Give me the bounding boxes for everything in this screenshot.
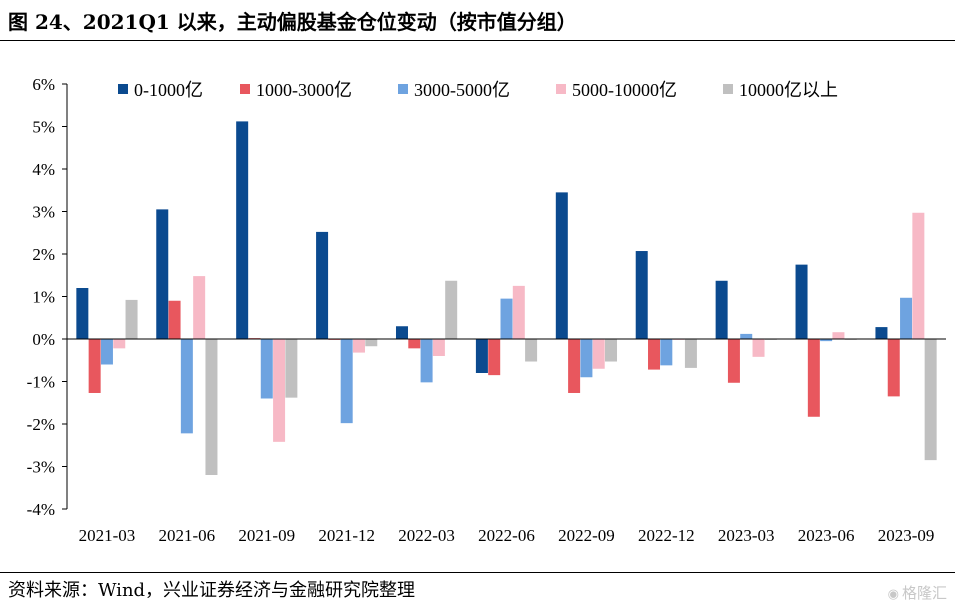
bar bbox=[408, 339, 421, 349]
bar bbox=[352, 339, 365, 353]
legend: 0-1000亿 1000-3000亿 3000-5000亿 5000-10000亿 10… bbox=[118, 80, 838, 100]
bar bbox=[912, 212, 925, 339]
bar bbox=[488, 339, 501, 376]
bar bbox=[887, 339, 900, 397]
bar bbox=[580, 339, 593, 378]
bar bbox=[125, 299, 138, 339]
bar bbox=[100, 339, 113, 365]
x-tick-label: 2023-03 bbox=[718, 526, 775, 545]
watermark-text: 格隆汇 bbox=[901, 584, 947, 602]
x-tick-label: 2023-09 bbox=[878, 526, 935, 545]
bar bbox=[168, 300, 181, 339]
bar bbox=[445, 280, 458, 339]
bar bbox=[180, 339, 193, 434]
x-tick-label: 2021-06 bbox=[159, 526, 216, 545]
bar bbox=[193, 276, 206, 339]
bar bbox=[260, 339, 273, 399]
x-tick-label: 2022-12 bbox=[638, 526, 695, 545]
bars bbox=[76, 121, 937, 475]
x-tick-label: 2021-12 bbox=[318, 526, 375, 545]
x-tick-label: 2023-06 bbox=[798, 526, 855, 545]
bar bbox=[555, 192, 568, 340]
bar bbox=[512, 285, 525, 340]
bar bbox=[875, 327, 888, 339]
y-tick-label: 1% bbox=[32, 288, 55, 307]
bar bbox=[592, 339, 605, 369]
watermark-logo-icon: ◉ bbox=[887, 587, 899, 602]
bar bbox=[236, 121, 249, 340]
bar bbox=[660, 339, 673, 366]
legend-label: 10000亿以上 bbox=[739, 80, 838, 100]
chart: -4%-3%-2%-1%0%1%2%3%4%5%6% 2021-03 2021-0… bbox=[27, 75, 946, 545]
bar bbox=[273, 339, 286, 442]
title-rule bbox=[0, 40, 955, 41]
x-axis: 2021-03 2021-06 2021-09 2021-12 2022-03 2022-… bbox=[67, 338, 946, 545]
bar bbox=[340, 339, 353, 424]
legend-label: 0-1000亿 bbox=[134, 80, 203, 100]
x-tick-label: 2022-06 bbox=[478, 526, 535, 545]
legend-swatch bbox=[398, 84, 408, 94]
bar bbox=[684, 339, 697, 368]
y-tick-label: -1% bbox=[27, 373, 55, 392]
bar bbox=[820, 339, 833, 342]
legend-label: 3000-5000亿 bbox=[414, 80, 510, 100]
legend-swatch bbox=[723, 84, 733, 94]
bar bbox=[752, 339, 765, 357]
bar bbox=[395, 326, 408, 339]
bar bbox=[420, 339, 433, 383]
bar bbox=[88, 339, 101, 393]
bar bbox=[900, 297, 913, 339]
chart-title: 图 24、2021Q1 以来，主动偏股基金仓位变动（按市值分组） bbox=[8, 10, 577, 34]
legend-label: 5000-10000亿 bbox=[572, 80, 677, 100]
source-rule bbox=[0, 572, 955, 573]
y-tick-label: 0% bbox=[32, 330, 55, 349]
bar bbox=[795, 264, 808, 340]
y-tick-label: 3% bbox=[32, 203, 55, 222]
y-tick-label: -2% bbox=[27, 415, 55, 434]
y-tick-label: 2% bbox=[32, 245, 55, 264]
bar bbox=[475, 339, 488, 373]
y-axis: -4% -3% -2% -1% 0% 1% 2% 3% 4% 5% 6% bbox=[27, 75, 68, 519]
legend-label: 1000-3000亿 bbox=[256, 80, 352, 100]
bar bbox=[605, 339, 618, 362]
bar bbox=[832, 332, 845, 339]
bar bbox=[156, 209, 169, 340]
bar bbox=[727, 339, 740, 383]
y-tick-label: 4% bbox=[32, 160, 55, 179]
x-tick-label: 2021-09 bbox=[238, 526, 295, 545]
legend-swatch bbox=[118, 84, 128, 94]
y-tick-label: 5% bbox=[32, 118, 55, 137]
source-note: 资料来源：Wind，兴业证券经济与金融研究院整理 bbox=[8, 580, 416, 601]
bar bbox=[285, 339, 298, 398]
y-tick-label: -3% bbox=[27, 458, 55, 477]
y-tick-label: -4% bbox=[27, 500, 55, 519]
bar bbox=[568, 339, 581, 393]
y-tick-label: 6% bbox=[32, 75, 55, 94]
legend-swatch bbox=[240, 84, 250, 94]
bar bbox=[924, 339, 937, 461]
bar bbox=[648, 339, 661, 370]
bar bbox=[205, 339, 218, 475]
bar bbox=[635, 251, 648, 339]
legend-swatch bbox=[556, 84, 566, 94]
x-tick-label: 2021-03 bbox=[79, 526, 136, 545]
bar bbox=[76, 288, 89, 339]
bar bbox=[432, 339, 445, 356]
x-tick-label: 2022-09 bbox=[558, 526, 615, 545]
bar bbox=[113, 339, 126, 349]
x-tick-label: 2022-03 bbox=[398, 526, 455, 545]
bar bbox=[807, 339, 820, 417]
bar bbox=[365, 339, 378, 347]
bar bbox=[316, 231, 329, 339]
bar bbox=[715, 280, 728, 339]
watermark: ◉ 格隆汇 bbox=[888, 582, 947, 603]
bar bbox=[525, 339, 538, 362]
bar bbox=[740, 333, 753, 339]
bar bbox=[500, 298, 513, 340]
